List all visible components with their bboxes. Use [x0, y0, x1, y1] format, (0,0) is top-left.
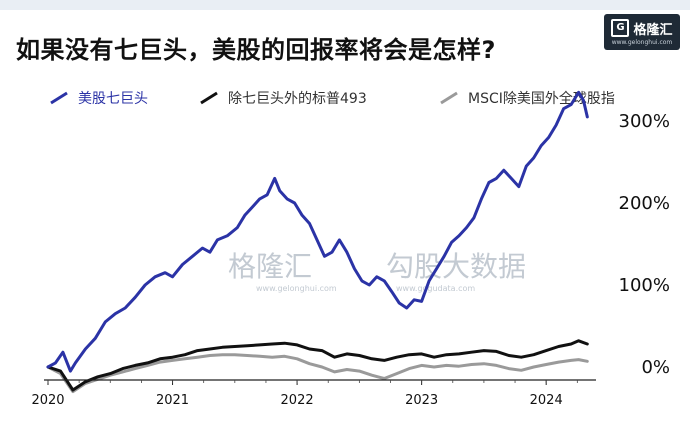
logo: G 格隆汇 www.gelonghui.com	[604, 14, 680, 50]
x-tick-label-1: 2021	[156, 393, 189, 408]
page-title: 如果没有七巨头，美股的回报率将会是怎样?	[16, 36, 496, 64]
watermark-layer: 格隆汇 www.gelonghui.com 勾股大数据 www.gogudata…	[228, 250, 526, 293]
logo-text: 格隆汇	[633, 22, 673, 38]
legend-label-0: 美股七巨头	[78, 91, 148, 107]
series-line-2	[46, 353, 589, 394]
legend-swatch-0	[50, 91, 68, 105]
x-tick-label-0: 2020	[31, 393, 64, 408]
legend: 美股七巨头 除七巨头外的标普493 MSCI除美国外全球股指	[48, 88, 668, 108]
legend-item-0: 美股七巨头	[48, 88, 148, 108]
x-tick-label-2: 2022	[281, 393, 314, 408]
x-tick-label-4: 2024	[530, 393, 563, 408]
legend-swatch-1	[200, 91, 218, 105]
legend-swatch-2	[440, 91, 458, 105]
y-tick-label-1: 100%	[619, 275, 670, 296]
series-line-0	[46, 90, 589, 373]
legend-item-1: 除七巨头外的标普493	[198, 88, 367, 108]
logo-subtext: www.gelonghui.com	[611, 38, 673, 46]
logo-g-icon: G	[611, 19, 630, 37]
y-axis: 0% 100% 200% 300%	[619, 111, 670, 378]
top-strip	[0, 0, 690, 10]
series-layer	[46, 90, 589, 394]
series-line-1	[46, 339, 589, 392]
x-axis: 2020 2021 2022 2023 2024	[31, 379, 596, 408]
watermark-right-sub: www.gogudata.com	[396, 284, 475, 293]
legend-label-1: 除七巨头外的标普493	[228, 91, 367, 107]
y-tick-label-0: 0%	[641, 357, 670, 378]
logo-main: G 格隆汇	[611, 19, 673, 38]
watermark-right: 勾股大数据	[386, 250, 526, 283]
x-tick-label-3: 2023	[405, 393, 438, 408]
watermark-left-sub: www.gelonghui.com	[256, 284, 337, 293]
y-tick-label-2: 200%	[619, 193, 670, 214]
y-tick-label-3: 300%	[619, 111, 670, 132]
watermark-left: 格隆汇	[228, 250, 312, 283]
